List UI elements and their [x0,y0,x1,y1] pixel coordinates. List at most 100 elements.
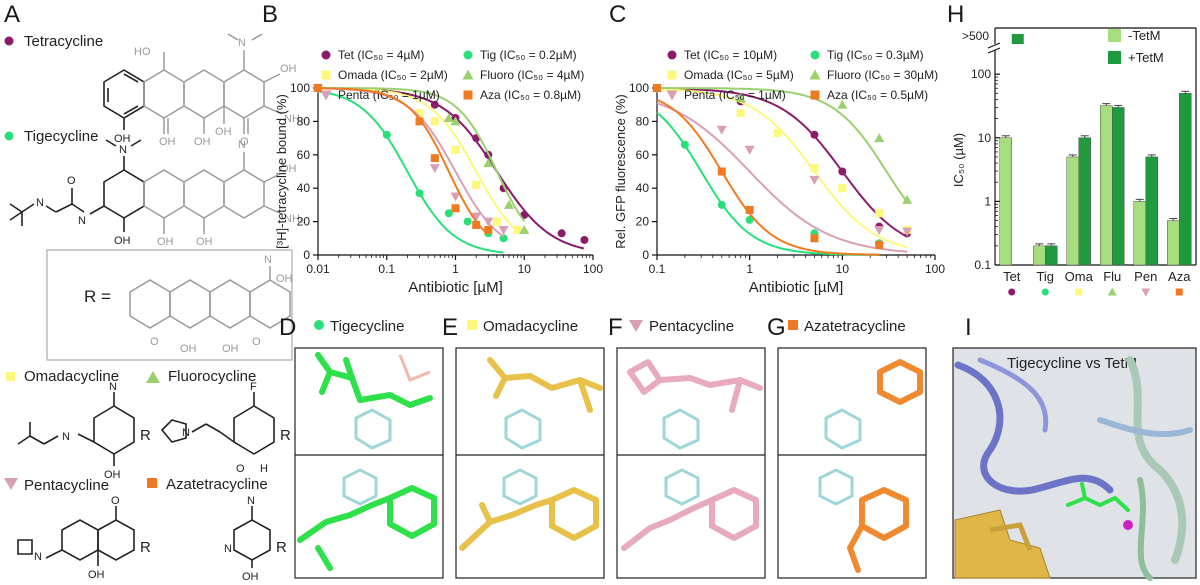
panel-g-label: G [767,314,786,341]
C-point-omadacycline [838,184,847,193]
tetracycline-name: Tetracycline [24,33,103,50]
B-point-azatetracycline [451,204,460,213]
B-point-pentacycline [429,164,440,174]
view-e-nucleotide-top [504,408,542,450]
pentacycline-name: Pentacycline [24,477,109,494]
r-oh3: OH [276,273,293,285]
aza-nme2: N [247,495,255,507]
panel-e: E Omadacycline [442,314,605,579]
chart-h: >500 0.1 1 10 100 IC₅₀ (µM) Tet Tig Oma Flu Pen Aza… [951,27,1197,297]
panel-a: A Tetracycline OH HO OH OH OH O [4,1,304,583]
tg-nh2: NH₂ [284,213,304,225]
r-group-box [46,249,293,361]
C-point-pentacycline [809,175,820,185]
h-category-label: Pen [1134,269,1157,284]
h-legend-swatch-0 [1108,29,1121,42]
C-point-pentacycline [874,225,885,235]
h-category-marker-azatetracycline [1175,288,1183,296]
oma-nh: N [62,431,70,443]
panel-c: C 0.1 1 10 100 0 20 40 60 80 100 Antibiotic [µM] Re… [609,1,945,296]
B-legend-marker-pentacycline [320,90,332,101]
B-point-fluorocycline [519,224,530,234]
B-legend-label-omadacycline: Omada (IC₅₀ = 2µM) [338,68,448,82]
pen-n: N [34,551,42,563]
h-ylabel: IC₅₀ (µM) [951,133,966,187]
C-point-azatetracycline [810,234,819,243]
view-e-marker [467,320,477,330]
tc-ho-c: HO [134,46,151,58]
view-f-ligand-bottom [621,487,759,551]
C-point-tigecycline [680,140,689,149]
view-e-title: Omadacycline [483,318,578,335]
r-oh1: OH [180,343,197,355]
r-oh2: OH [222,343,239,355]
C-point-tetracycline [838,167,847,176]
B-point-pentacycline [450,192,461,202]
C-xtick-label: 10 [836,262,850,276]
C-point-azatetracycline [653,84,661,92]
C-point-omadacycline [773,129,782,138]
aza-n-ring: N [224,543,232,555]
C-curve-tigecycline [656,111,880,256]
h-ytick-label: 0.1 [974,258,991,272]
flu-o: O [236,463,245,475]
tc-oh-d: OH [114,133,131,145]
panel-h: H >500 0.1 1 10 100 IC₅₀ (µM) Tet Tig Oma Flu Pen A… [947,1,1197,297]
B-point-omadacycline [513,225,522,234]
B-point-azatetracycline [484,225,493,234]
C-curve-azatetracycline [656,98,880,256]
B-xtick-label: 1 [452,262,459,276]
B-legend-marker-azatetracycline [463,90,473,100]
C-point-omadacycline [736,109,745,118]
h-bar-0-fluorocycline [1100,105,1113,266]
h-bar-0-tigecycline [1033,245,1046,266]
azatetracycline-structure: N N OH R [224,495,287,583]
panel-i: I Tigecycline vs TetM [952,314,1197,581]
C-point-tetracycline [810,130,819,139]
B-curve-tetracycline [318,87,585,250]
tc-o-c: OH [159,136,176,148]
oma-r: R [140,427,151,444]
B-xtick-label: 0.01 [306,262,330,276]
pen-oh: OH [88,569,105,581]
C-point-tigecycline [717,200,726,209]
oma-n: N [109,381,117,393]
view-f-marker [629,320,643,332]
panel-c-label: C [609,1,626,28]
aza-oh: OH [242,571,259,583]
B-ytick-label: 20 [297,215,311,229]
C-legend-label-tigecycline: Tig (IC₅₀ = 0.3µM) [827,48,924,62]
tg-oh-b: OH [196,236,213,248]
flu-n: N [182,427,190,439]
flu-h: H [260,463,268,475]
C-ytick-label: 20 [636,215,650,229]
C-point-pentacycline [902,227,913,237]
C-point-omadacycline [875,209,884,218]
C-legend-label-tetracycline: Tet (IC₅₀ = 10µM) [684,48,777,62]
r-equals: R = [84,287,111,306]
pentacycline-marker [4,478,18,490]
C-curve-tetracycline [656,87,908,238]
tg-n-top: N [119,144,127,156]
chart-b: 0.01 0.1 1 10 100 0 20 40 60 80 100 Antibiotic [µM]… [274,48,603,296]
B-point-tigecycline [415,189,424,198]
C-legend-marker-pentacycline [666,90,678,101]
omadacycline-marker [6,372,15,381]
tigecycline-marker [4,131,14,141]
B-ytick-label: 80 [297,114,311,128]
tc-ring-a [223,69,265,119]
panel-h-label: H [947,1,964,28]
pen-o: O [111,495,120,507]
C-legend-marker-tigecycline [810,50,820,60]
tg-oh-d: OH [114,235,131,247]
panel-g: G Azatetracycline [767,314,927,579]
h-category-marker-pentacycline [1141,288,1151,297]
view-d-marker [314,320,324,330]
C-xlabel: Antibiotic [µM] [749,279,844,296]
chart-c: 0.1 1 10 100 0 20 40 60 80 100 Antibiotic [µM] Rel.… [613,48,945,296]
azatetracycline-marker [147,478,157,488]
r-o1: O [150,336,159,348]
B-ytick-label: 0 [303,248,310,262]
tg-o-amide: O [67,175,76,187]
